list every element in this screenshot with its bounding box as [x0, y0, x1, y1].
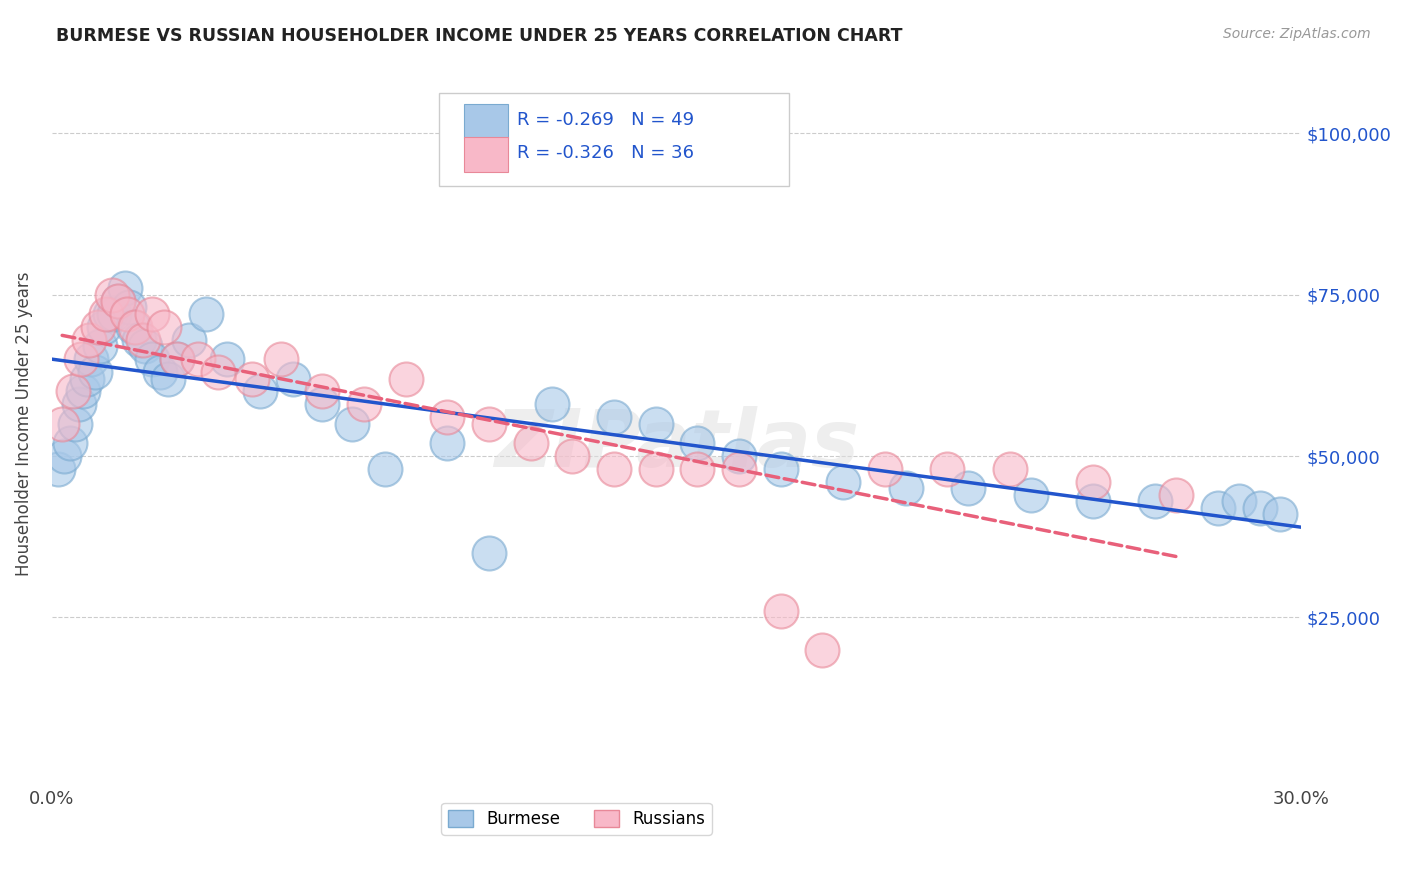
Point — [76, 371, 98, 385]
Point — [957, 481, 980, 495]
Point — [215, 352, 238, 367]
Y-axis label: Householder Income Under 25 years: Householder Income Under 25 years — [15, 271, 32, 576]
Point — [644, 462, 666, 476]
Point — [157, 371, 180, 385]
Point — [67, 397, 90, 411]
Point — [98, 307, 121, 321]
Point — [561, 449, 583, 463]
Point — [46, 462, 69, 476]
Text: ZIPatlas: ZIPatlas — [494, 406, 859, 484]
Point — [84, 365, 107, 379]
Point — [811, 642, 834, 657]
Point — [80, 352, 103, 367]
Point — [86, 319, 108, 334]
Point — [51, 417, 73, 431]
Point — [77, 333, 100, 347]
Text: R = -0.269   N = 49: R = -0.269 N = 49 — [516, 111, 693, 128]
Point — [769, 604, 792, 618]
Point — [194, 307, 217, 321]
Point — [72, 384, 94, 399]
Point — [478, 546, 501, 560]
Text: Source: ZipAtlas.com: Source: ZipAtlas.com — [1223, 27, 1371, 41]
Point — [686, 436, 709, 450]
Point — [283, 371, 305, 385]
Point — [603, 462, 626, 476]
Point — [94, 307, 117, 321]
Point — [249, 384, 271, 399]
Point — [894, 481, 917, 495]
Text: BURMESE VS RUSSIAN HOUSEHOLDER INCOME UNDER 25 YEARS CORRELATION CHART: BURMESE VS RUSSIAN HOUSEHOLDER INCOME UN… — [56, 27, 903, 45]
Point — [270, 352, 292, 367]
Point — [353, 397, 375, 411]
Point — [1144, 494, 1167, 508]
Point — [873, 462, 896, 476]
Point — [101, 287, 124, 301]
Point — [1270, 507, 1292, 521]
Point — [1227, 494, 1250, 508]
FancyBboxPatch shape — [464, 137, 508, 171]
FancyBboxPatch shape — [439, 94, 789, 186]
Point — [540, 397, 562, 411]
Text: R = -0.326   N = 36: R = -0.326 N = 36 — [516, 144, 693, 162]
Point — [63, 417, 86, 431]
Point — [311, 397, 333, 411]
Point — [59, 436, 82, 450]
Point — [832, 475, 855, 489]
Point — [374, 462, 396, 476]
Point — [1166, 488, 1188, 502]
Point — [603, 410, 626, 425]
Point — [128, 333, 150, 347]
Point — [166, 352, 188, 367]
Point — [728, 449, 751, 463]
Point — [240, 371, 263, 385]
Point — [936, 462, 959, 476]
Point — [1206, 500, 1229, 515]
Point — [103, 307, 125, 321]
Point — [166, 352, 188, 367]
FancyBboxPatch shape — [464, 104, 508, 138]
Point — [207, 365, 229, 379]
Point — [478, 417, 501, 431]
Point — [519, 436, 541, 450]
Point — [395, 371, 418, 385]
Point — [62, 384, 84, 399]
Point — [107, 293, 129, 308]
Point — [93, 319, 115, 334]
Point — [134, 339, 156, 353]
Point — [149, 365, 172, 379]
Point — [728, 462, 751, 476]
Point — [124, 319, 146, 334]
Point — [122, 319, 145, 334]
Point — [1081, 475, 1104, 489]
Point — [179, 333, 201, 347]
Point — [186, 352, 208, 367]
Point — [1019, 488, 1042, 502]
Point — [769, 462, 792, 476]
Point — [340, 417, 363, 431]
Point — [998, 462, 1021, 476]
Point — [132, 333, 155, 347]
Point — [53, 449, 76, 463]
Legend: Burmese, Russians: Burmese, Russians — [441, 803, 711, 835]
Point — [89, 339, 111, 353]
Point — [1249, 500, 1271, 515]
Point — [114, 281, 136, 295]
Point — [436, 436, 458, 450]
Point — [686, 462, 709, 476]
Point — [141, 307, 163, 321]
Point — [153, 319, 176, 334]
Point — [107, 293, 129, 308]
Point — [115, 307, 138, 321]
Point — [70, 352, 93, 367]
Point — [311, 384, 333, 399]
Point — [644, 417, 666, 431]
Point — [141, 352, 163, 367]
Point — [118, 301, 141, 315]
Point — [436, 410, 458, 425]
Point — [1081, 494, 1104, 508]
